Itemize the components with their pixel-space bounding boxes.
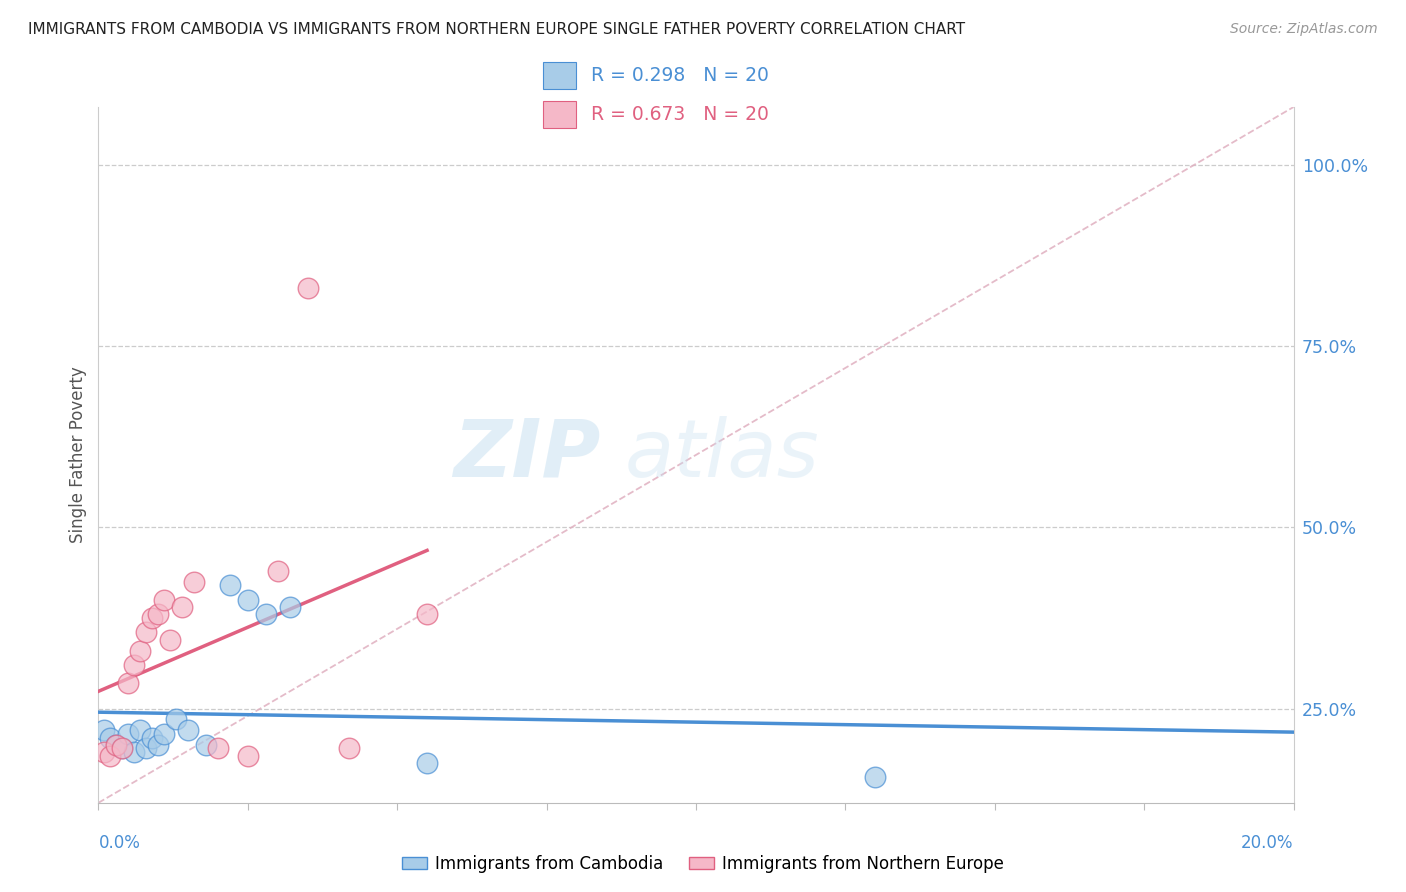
Point <box>124 745 146 759</box>
Point <box>93 723 115 738</box>
Point <box>278 600 301 615</box>
Y-axis label: Single Father Poverty: Single Father Poverty <box>69 367 87 543</box>
Point <box>416 756 439 770</box>
Point <box>254 607 277 622</box>
Point <box>236 748 259 763</box>
Text: atlas: atlas <box>624 416 820 494</box>
Point <box>124 658 146 673</box>
Point <box>141 611 163 625</box>
Point <box>153 727 176 741</box>
Text: R = 0.673   N = 20: R = 0.673 N = 20 <box>591 104 769 124</box>
Text: Source: ZipAtlas.com: Source: ZipAtlas.com <box>1230 22 1378 37</box>
Text: IMMIGRANTS FROM CAMBODIA VS IMMIGRANTS FROM NORTHERN EUROPE SINGLE FATHER POVERT: IMMIGRANTS FROM CAMBODIA VS IMMIGRANTS F… <box>28 22 966 37</box>
Point <box>141 731 163 745</box>
Point <box>153 592 176 607</box>
Point <box>93 745 115 759</box>
Point <box>98 731 122 745</box>
Point <box>207 741 229 756</box>
Point <box>865 771 887 785</box>
Point <box>267 564 290 578</box>
Text: 0.0%: 0.0% <box>98 834 141 852</box>
Point <box>105 738 128 752</box>
Point <box>111 741 134 756</box>
Point <box>148 738 170 752</box>
Point <box>98 748 122 763</box>
Point <box>111 741 134 756</box>
Point <box>219 578 242 592</box>
Point <box>159 632 181 647</box>
Point <box>105 738 128 752</box>
Bar <box>543 62 576 89</box>
Legend: Immigrants from Cambodia, Immigrants from Northern Europe: Immigrants from Cambodia, Immigrants fro… <box>395 848 1011 880</box>
Point <box>129 723 152 738</box>
Text: ZIP: ZIP <box>453 416 600 494</box>
Point <box>117 676 139 690</box>
Point <box>135 625 157 640</box>
Point <box>129 643 152 657</box>
Text: R = 0.298   N = 20: R = 0.298 N = 20 <box>591 67 769 86</box>
Point <box>297 281 319 295</box>
Text: 20.0%: 20.0% <box>1241 834 1294 852</box>
Bar <box>543 101 576 128</box>
Point <box>236 592 259 607</box>
Point <box>117 727 139 741</box>
Point <box>165 713 187 727</box>
Point <box>339 741 360 756</box>
Point <box>194 738 218 752</box>
Point <box>416 607 439 622</box>
Point <box>177 723 200 738</box>
Point <box>183 574 205 589</box>
Point <box>148 607 170 622</box>
Point <box>135 741 157 756</box>
Point <box>172 600 194 615</box>
